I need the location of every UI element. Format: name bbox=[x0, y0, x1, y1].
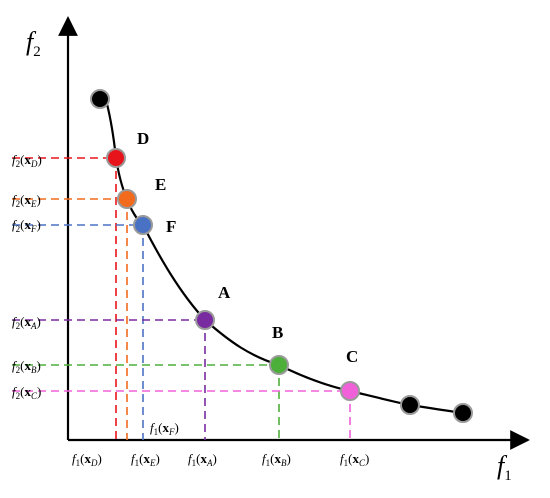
point-label-d: D bbox=[137, 129, 149, 148]
point-e bbox=[117, 189, 137, 209]
point-end-right-1 bbox=[400, 395, 420, 415]
f1-tick-f: f1(xF) bbox=[150, 420, 179, 437]
f2-tick-c: f2(xC) bbox=[12, 384, 41, 401]
point-label-f: F bbox=[166, 217, 176, 236]
f2-tick-f: f2(xF) bbox=[12, 217, 41, 234]
point-label-b: B bbox=[272, 323, 283, 342]
f2-tick-d: f2(xD) bbox=[12, 152, 42, 169]
point-end-right-2 bbox=[453, 403, 473, 423]
f1-tick-a: f1(xA) bbox=[188, 451, 217, 468]
point-c bbox=[340, 381, 360, 401]
f2-tick-a: f2(xA) bbox=[12, 314, 41, 331]
point-label-c: C bbox=[346, 347, 358, 366]
f1-tick-b: f1(xB) bbox=[262, 451, 291, 468]
point-b bbox=[269, 355, 289, 375]
point-label-e: E bbox=[155, 175, 166, 194]
f2-tick-e: f2(xE) bbox=[12, 192, 41, 209]
f2-tick-b: f2(xB) bbox=[12, 358, 41, 375]
point-d bbox=[106, 148, 126, 168]
y-axis-title: f2 bbox=[26, 27, 41, 60]
point-f bbox=[133, 215, 153, 235]
f1-tick-d: f1(xD) bbox=[72, 451, 102, 468]
x-axis-title: f1 bbox=[497, 451, 512, 484]
point-end-top bbox=[90, 89, 110, 109]
f1-tick-c: f1(xC) bbox=[340, 451, 369, 468]
f1-tick-e: f1(xE) bbox=[131, 451, 160, 468]
point-label-a: A bbox=[218, 283, 231, 302]
point-a bbox=[195, 310, 215, 330]
